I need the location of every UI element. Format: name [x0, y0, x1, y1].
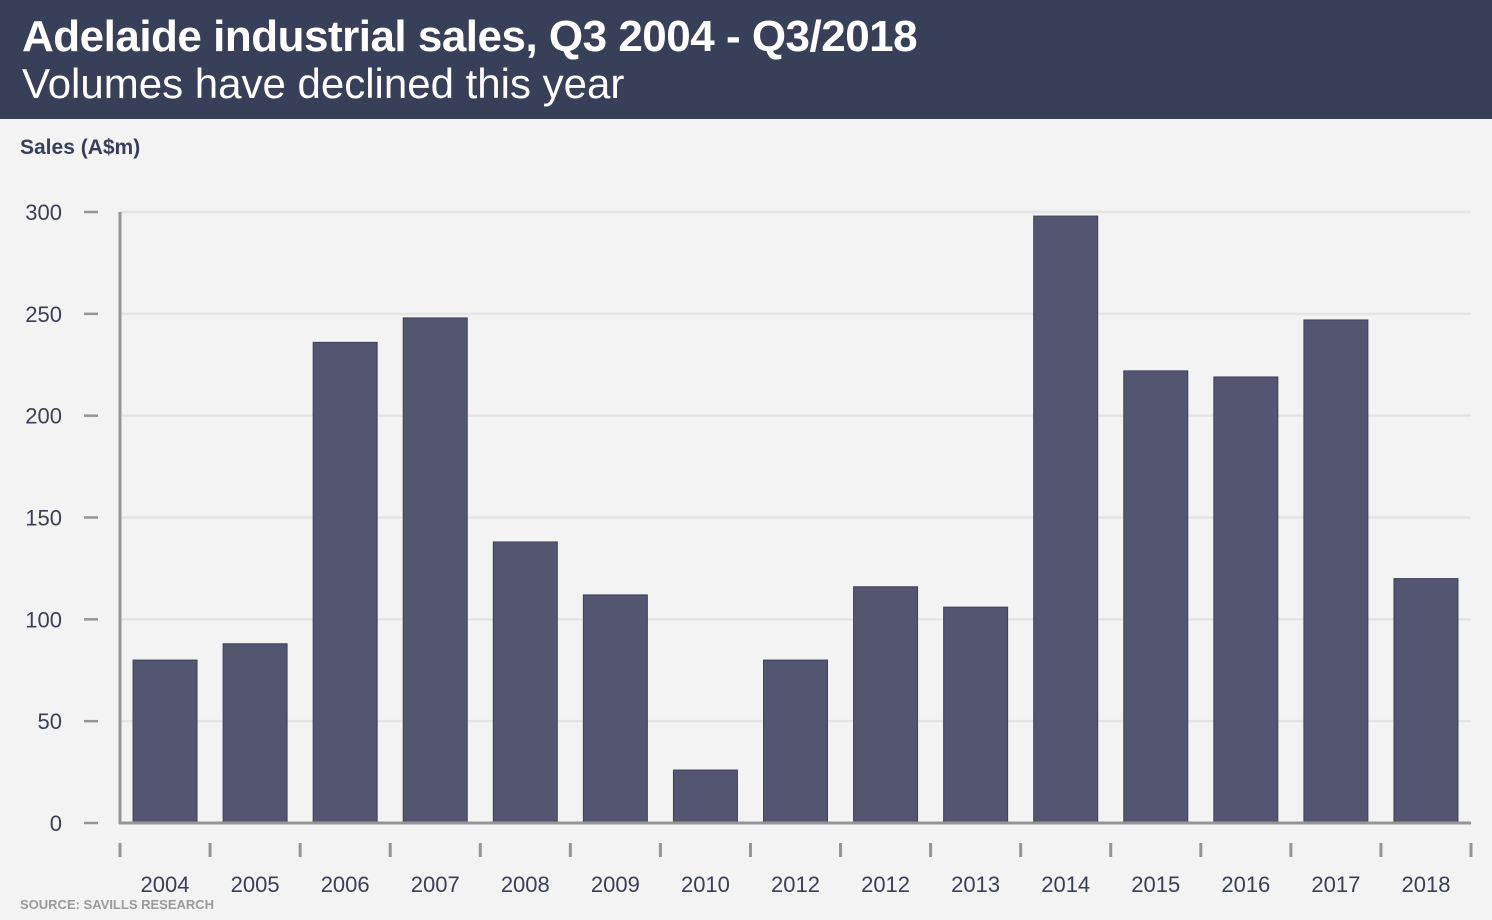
y-tick-label: 200	[25, 404, 62, 429]
source-note: SOURCE: SAVILLS RESEARCH	[20, 897, 215, 912]
chart-subtitle: Volumes have declined this year	[22, 60, 625, 107]
y-tick-label: 300	[25, 200, 62, 225]
chart-title: Adelaide industrial sales, Q3 2004 - Q3/…	[22, 12, 918, 61]
tick-labels: 0 50 100 150 200 250 300 2004 2005 2006 2007 2008 20…	[25, 200, 1450, 897]
y-tick-label: 250	[25, 302, 62, 327]
x-tick-label: 2016	[1221, 872, 1270, 897]
chart-header: Adelaide industrial sales, Q3 2004 - Q3/…	[0, 0, 1492, 119]
x-tick-label: 2018	[1401, 872, 1450, 897]
bar	[1033, 215, 1099, 824]
bar	[132, 659, 198, 824]
bar	[582, 594, 648, 824]
y-tick-label: 100	[25, 607, 62, 632]
bar	[1303, 319, 1369, 824]
bar	[1393, 578, 1459, 824]
x-tick-label: 2017	[1311, 872, 1360, 897]
bar	[222, 643, 288, 824]
bar	[1123, 370, 1189, 824]
x-tick-label: 2014	[1041, 872, 1090, 897]
y-tick-label: 150	[25, 506, 62, 531]
x-tick-label: 2007	[411, 872, 460, 897]
axes	[84, 210, 1473, 857]
bar	[672, 769, 738, 824]
bars	[132, 215, 1459, 824]
bar	[492, 541, 558, 824]
x-tick-label: 2010	[681, 872, 730, 897]
bar	[402, 317, 468, 824]
x-tick-label: 2009	[591, 872, 640, 897]
x-tick-label: 2004	[141, 872, 190, 897]
bar	[853, 586, 919, 824]
x-tick-label: 2006	[321, 872, 370, 897]
x-tick-label: 2013	[951, 872, 1000, 897]
y-tick-label: 50	[38, 709, 62, 734]
y-tick-label: 0	[50, 811, 62, 836]
x-tick-label: 2015	[1131, 872, 1180, 897]
x-tick-label: 2005	[231, 872, 280, 897]
x-tick-label: 2012	[771, 872, 820, 897]
y-axis-title: Sales (A$m)	[20, 136, 141, 159]
bar	[763, 659, 828, 824]
bar	[1213, 376, 1279, 824]
x-tick-label: 2012	[861, 872, 910, 897]
bar	[943, 606, 1009, 824]
x-tick-label: 2008	[501, 872, 550, 897]
bar	[312, 341, 378, 824]
